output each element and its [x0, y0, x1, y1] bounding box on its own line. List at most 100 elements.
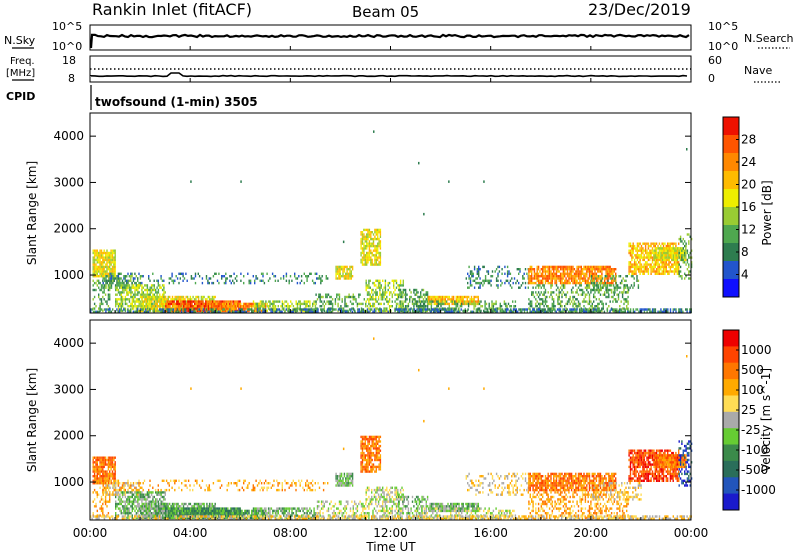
echo-cell: [372, 233, 375, 236]
echo-cell: [100, 298, 103, 301]
echo-cell: [547, 281, 549, 285]
echo-cell: [105, 486, 107, 489]
echo-cell: [341, 298, 343, 301]
echo-cell: [512, 281, 514, 285]
echo-cell: [558, 308, 560, 311]
echo-cell: [106, 458, 108, 462]
echo-cell: [98, 479, 100, 482]
echo-cell: [631, 251, 633, 255]
echo-cell: [606, 281, 609, 285]
echo-cell: [503, 300, 506, 303]
echo-cell: [642, 265, 644, 269]
echo-cell: [558, 295, 560, 299]
echo-cell: [597, 277, 599, 280]
echo-cell: [174, 295, 176, 299]
echo-cell: [637, 286, 640, 289]
echo-cell: [673, 261, 676, 264]
echo-cell: [263, 310, 265, 313]
echo-cell: [561, 310, 563, 313]
echo-cell: [103, 270, 105, 273]
echo-cell: [373, 298, 376, 301]
echo-cell: [689, 310, 691, 313]
echo-cell: [576, 275, 578, 278]
echo-cell: [255, 309, 257, 313]
echo-cell: [395, 281, 398, 285]
echo-cell: [541, 308, 544, 311]
echo-cell: [347, 310, 349, 313]
echo-cell: [213, 295, 215, 299]
echo-cell: [506, 270, 509, 273]
echo-cell: [343, 268, 346, 271]
echo-cell: [590, 270, 592, 273]
echo-cell: [689, 251, 691, 255]
echo-cell: [207, 302, 210, 306]
echo-cell: [619, 281, 622, 285]
echo-cell: [631, 249, 633, 252]
echo-cell: [380, 295, 382, 299]
echo-cell: [590, 305, 592, 308]
echo-cell: [117, 277, 120, 280]
echo-cell: [629, 265, 632, 269]
echo-cell: [379, 258, 382, 262]
echo-cell: [550, 275, 552, 278]
echo-cell: [632, 272, 634, 275]
echo-cell: [457, 308, 460, 311]
echo-cell: [115, 298, 117, 301]
echo-cell: [309, 310, 311, 313]
echo-cell: [393, 286, 395, 289]
echo-cell: [595, 308, 597, 311]
colorbar-segment: [723, 261, 739, 280]
echo-cell: [165, 302, 167, 306]
echo-cell: [573, 279, 576, 282]
echo-cell: [657, 272, 659, 275]
echo-cell: [106, 308, 108, 311]
echo-cell: [468, 275, 470, 278]
echo-cell: [175, 275, 177, 278]
echo-cell: [601, 309, 603, 313]
echo-cell: [546, 305, 548, 308]
echo-cell: [644, 247, 647, 250]
echo-cell: [292, 310, 294, 313]
echo-cell: [426, 295, 429, 299]
echo-cell: [650, 242, 652, 245]
echo-cell: [92, 468, 94, 471]
echo-cell: [676, 265, 678, 269]
echo-cell: [350, 277, 352, 280]
echo-cell: [334, 298, 337, 301]
echo-cell: [450, 298, 452, 301]
echo-cell: [673, 263, 676, 266]
echo-cell: [515, 281, 517, 285]
echo-cell: [577, 270, 580, 273]
echo-cell: [159, 305, 161, 308]
echo-cell: [548, 265, 551, 269]
echo-cell: [533, 295, 536, 299]
echo-cell: [153, 284, 155, 287]
echo-cell: [672, 247, 675, 250]
echo-cell: [443, 298, 445, 301]
echo-cell: [267, 305, 270, 308]
echo-cell: [376, 293, 378, 296]
echo-cell: [162, 305, 164, 308]
echo-cell: [195, 295, 197, 299]
echo-cell: [402, 308, 404, 311]
echo-cell: [350, 270, 352, 273]
echo-cell: [113, 465, 115, 469]
echo-cell: [375, 309, 377, 313]
echo-cell: [644, 270, 647, 273]
echo-cell: [377, 298, 380, 301]
echo-cell: [593, 281, 595, 285]
echo-cell: [102, 270, 104, 273]
echo-cell: [188, 305, 190, 308]
echo-cell: [371, 308, 373, 311]
echo-cell: [226, 309, 228, 313]
echo-cell: [163, 300, 165, 303]
echo-cell: [676, 256, 679, 259]
echo-cell: [418, 298, 421, 301]
echo-cell: [577, 305, 580, 308]
echo-cell: [426, 298, 429, 301]
echo-cell: [504, 281, 506, 285]
echo-cell: [540, 286, 542, 289]
echo-cell: [119, 291, 121, 294]
echo-cell: [158, 308, 161, 311]
echo-cell: [557, 265, 559, 269]
